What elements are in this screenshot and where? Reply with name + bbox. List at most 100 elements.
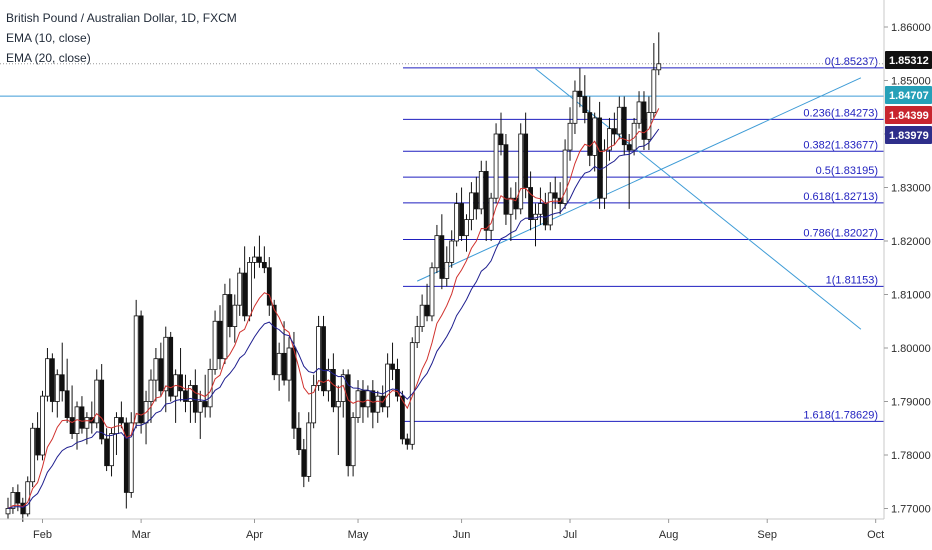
price-tag-ema10 [885,106,932,124]
candle-body [335,401,341,408]
candle-body [611,128,617,135]
candle-body [488,197,494,231]
candle-body [5,508,11,515]
candle-body [587,112,593,156]
price-tag-ema20 [885,126,932,144]
candle-body [261,261,267,269]
candle-body [478,171,484,210]
candle-body [188,385,193,402]
candle-body [626,144,632,151]
price-tag-label: 1.84707 [889,90,929,102]
candle-body [247,261,252,317]
fib-level-label: 0.236(1.84273) [803,107,878,119]
candle-body [291,347,297,429]
candle-body [64,390,70,418]
candle-body [616,106,622,135]
fibonacci-retracement[interactable]: 0(1.85237) 0.236(1.84273) 0.382(1.83677) 0.… [403,56,884,422]
candle-body [35,427,40,456]
price-tag-hline [885,86,932,104]
candle-body [59,374,65,392]
trendline-support[interactable] [416,77,862,282]
candle-body [429,267,435,317]
candle-body [271,304,277,376]
candle-body [602,149,607,199]
axes [0,0,885,520]
candle-body [30,427,36,483]
time-tick-label: Aug [659,529,679,541]
candle-body [552,192,558,199]
candle-body [232,304,238,328]
candle-body [538,203,543,215]
candle-body [345,374,351,467]
candle-body [45,358,50,397]
candle-body [311,385,317,424]
candle-body [128,422,134,493]
candle-body [390,363,395,370]
candle-body [306,422,312,477]
candle-body [266,267,272,306]
fib-level-label: 1.618(1.78629) [803,409,878,421]
candle-body [469,192,474,221]
fib-level-label: 0.786(1.82027) [803,228,878,240]
candle-body [321,326,326,392]
candle-body [133,315,139,424]
price-tick-label: 1.82000 [891,236,931,248]
fib-level-label: 0(1.85237) [825,56,878,68]
ema20-legend[interactable]: EMA (20, close) [6,51,91,65]
time-axis-ticks[interactable]: Feb Mar Apr May Jun Jul Aug Sep Oct [33,519,884,541]
candle-body [404,438,410,445]
candle-body [355,390,361,418]
time-tick-label: Jul [563,529,577,541]
candle-body [330,368,336,408]
candle-body [577,90,583,97]
candle-body [183,390,188,402]
price-tags: 1.85312 1.84707 1.84399 1.83979 [885,51,932,144]
candle-body [646,112,652,140]
fib-level-label: 0.382(1.83677) [803,139,878,151]
candle-body [20,502,26,515]
candle-body [138,315,144,424]
candle-body [483,171,489,231]
price-tick-label: 1.77000 [891,504,931,516]
candle-body [257,256,262,263]
time-tick-label: Mar [132,529,151,541]
candle-body [395,368,400,397]
candle-body [651,69,657,114]
candles [5,32,662,522]
fib-level-label: 0.5(1.83195) [816,165,878,177]
candle-body [237,272,243,306]
candle-body [54,374,60,402]
candle-body [49,358,55,402]
candle-body [118,417,124,424]
candle-body [464,219,469,237]
candle-body [10,492,16,509]
candle-body [222,294,228,360]
candle-body [533,213,538,220]
price-tag-label: 1.85312 [889,55,929,67]
ema20-line [7,128,660,509]
candle-body [385,363,391,408]
ema10-legend[interactable]: EMA (10, close) [6,31,91,45]
candle-body [360,390,366,408]
candle-body [178,374,183,392]
candle-body [316,326,321,386]
candle-body [523,133,529,188]
candle-body [503,144,509,215]
candle-body [636,101,642,124]
candle-body [641,101,647,140]
candle-body [296,427,302,451]
candle-body [281,352,287,381]
candle-body [163,336,169,392]
candle-body [498,133,504,146]
candle-body [84,417,90,429]
candle-body [656,63,662,71]
candle-body [621,106,627,146]
candle-body [434,235,440,269]
candle-body [567,122,573,151]
candle-body [597,117,602,199]
price-tick-label: 1.85000 [891,76,931,88]
price-tick-label: 1.81000 [891,290,931,302]
candle-body [40,395,45,456]
candle-body [99,379,105,440]
